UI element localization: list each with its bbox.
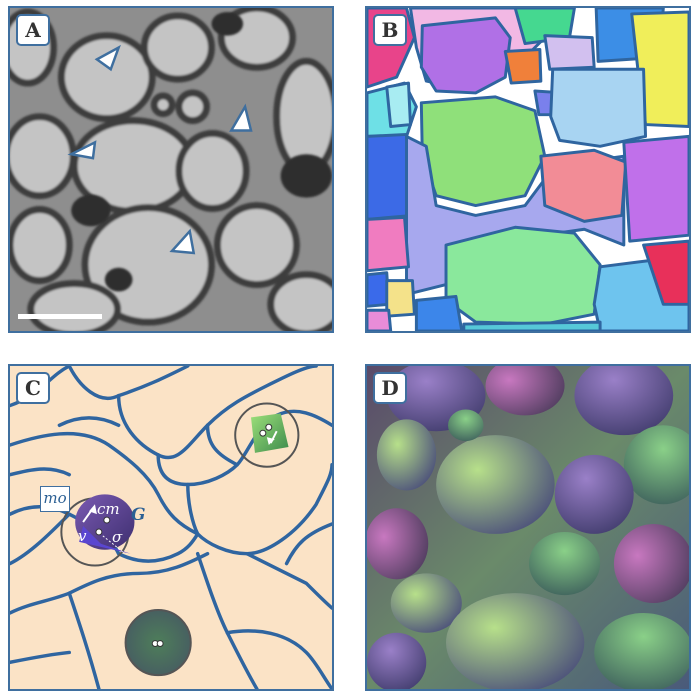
sigma-label: σ xyxy=(112,528,123,546)
arrowhead-markers xyxy=(67,44,253,255)
mo-label: mo xyxy=(40,486,70,512)
shape-moments-circle-bottom xyxy=(124,608,192,677)
micrograph-image xyxy=(10,8,332,331)
shape-moments-circle-left xyxy=(60,494,135,567)
panel-label-d: D xyxy=(373,372,407,404)
panel-label-b: B xyxy=(373,14,407,46)
panel-b-segmentation: B xyxy=(365,6,691,333)
panel-a-micrograph: A xyxy=(8,6,334,333)
panel-label-c: C xyxy=(16,372,50,404)
segmentation-map xyxy=(367,8,689,331)
g-label: G xyxy=(131,505,146,525)
panel-label-a: A xyxy=(16,14,50,46)
panel-c-schematic: C xyxy=(8,364,334,691)
shape-moments-circle-top xyxy=(234,402,300,468)
embedding-image xyxy=(367,366,689,689)
v-label: v xyxy=(78,527,87,545)
boundary-schematic xyxy=(10,366,332,689)
scale-bar xyxy=(18,314,102,319)
cm-label: cm xyxy=(97,500,120,518)
panel-d-embedding: D xyxy=(365,364,691,691)
